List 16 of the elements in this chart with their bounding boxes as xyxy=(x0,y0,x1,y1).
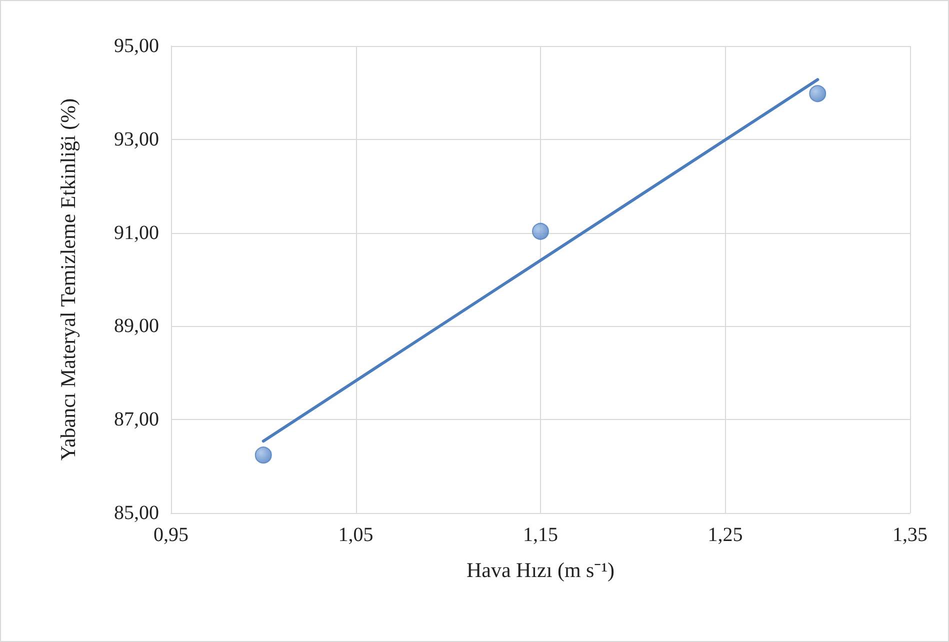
y-tick-label: 89,00 xyxy=(114,315,159,338)
x-tick-label: 1,15 xyxy=(523,524,558,546)
point xyxy=(532,222,549,240)
point xyxy=(809,85,826,102)
x-tick-label: 1,35 xyxy=(892,524,928,546)
y-tick-label: 85,00 xyxy=(114,502,159,524)
x-tick-label: 1,25 xyxy=(708,524,743,546)
x-tick-label: 1,05 xyxy=(338,524,374,546)
y-tick-label: 87,00 xyxy=(114,408,159,431)
y-axis-title: Yabancı Materyal Temizleme Etkinliği (%) xyxy=(56,98,80,461)
point xyxy=(254,446,272,464)
x-tick-label: 0,95 xyxy=(154,524,188,546)
y-tick-label: 95,00 xyxy=(114,35,159,57)
x-axis-title: Hava Hızı (m s⁻¹) xyxy=(466,558,615,582)
y-tick-label: 91,00 xyxy=(114,222,159,244)
y-tick-label: 93,00 xyxy=(114,128,159,150)
